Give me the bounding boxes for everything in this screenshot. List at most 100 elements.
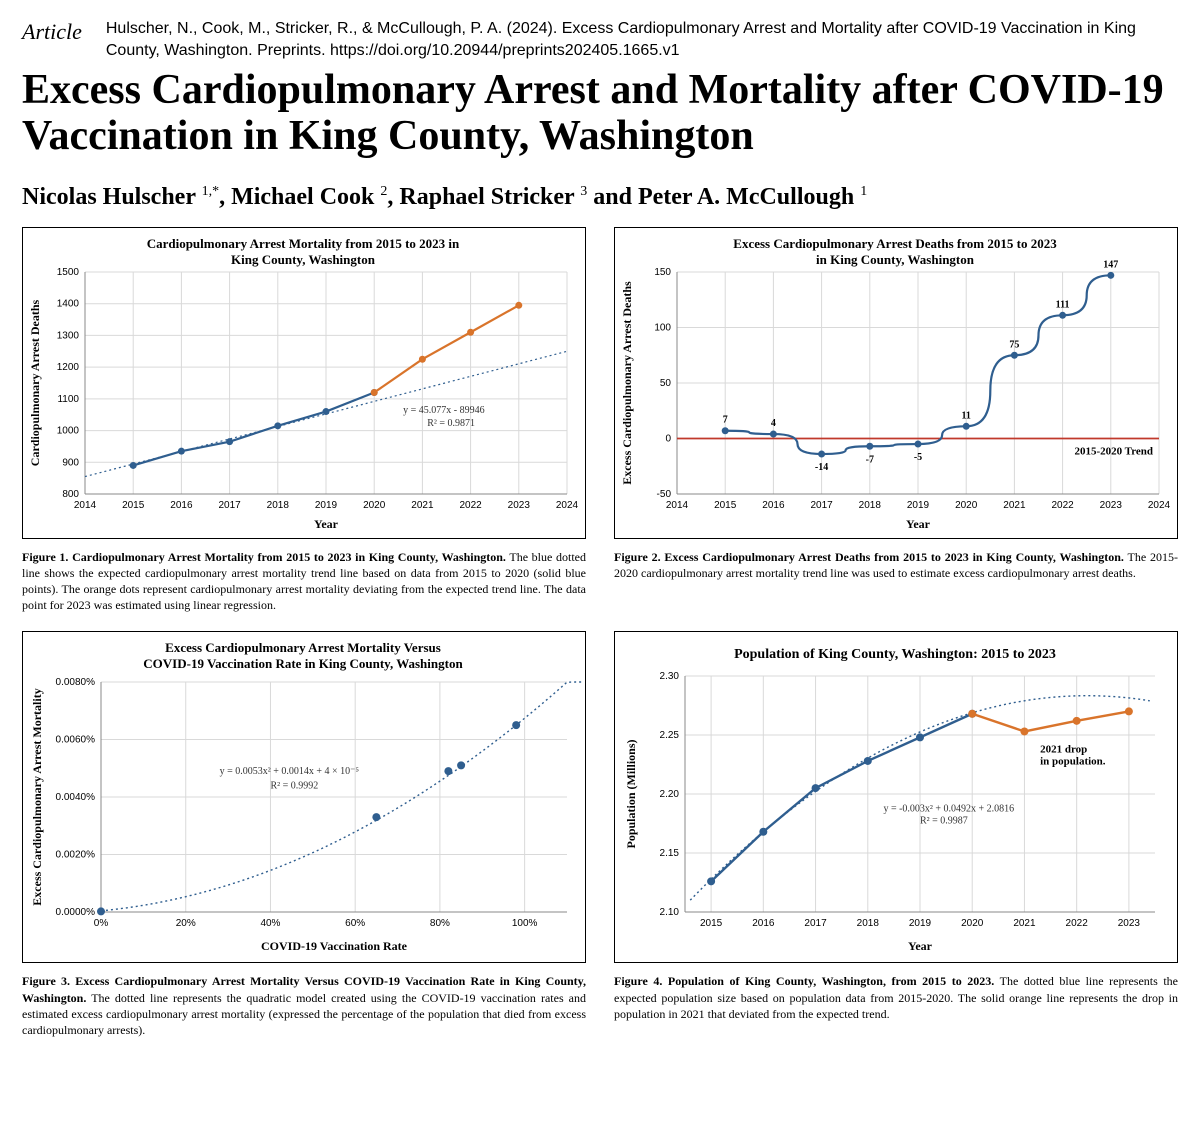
svg-text:-5: -5	[914, 452, 922, 463]
svg-text:COVID-19 Vaccination Rate: COVID-19 Vaccination Rate	[261, 939, 408, 953]
svg-text:-50: -50	[657, 489, 672, 500]
svg-text:2024: 2024	[556, 500, 579, 511]
svg-text:1300: 1300	[57, 330, 80, 341]
svg-text:2015: 2015	[700, 918, 723, 929]
svg-text:2.10: 2.10	[660, 907, 680, 918]
svg-text:2024: 2024	[1148, 500, 1171, 511]
svg-text:Population (Millions): Population (Millions)	[624, 740, 638, 849]
svg-text:900: 900	[62, 457, 79, 468]
svg-text:1400: 1400	[57, 298, 80, 309]
svg-text:2023: 2023	[508, 500, 531, 511]
svg-text:Year: Year	[906, 517, 931, 531]
svg-text:0.0000%: 0.0000%	[56, 907, 96, 918]
svg-text:R² = 0.9987: R² = 0.9987	[920, 816, 968, 827]
svg-text:4: 4	[771, 418, 776, 429]
svg-text:2017: 2017	[810, 500, 833, 511]
svg-text:1500: 1500	[57, 267, 80, 278]
svg-text:11: 11	[961, 410, 970, 421]
svg-text:800: 800	[62, 489, 79, 500]
svg-text:Excess Cardiopulmonary Arrest: Excess Cardiopulmonary Arrest Mortality …	[165, 640, 441, 655]
svg-text:2020: 2020	[961, 918, 984, 929]
svg-text:2023: 2023	[1100, 500, 1123, 511]
svg-text:111: 111	[1056, 299, 1070, 310]
figure-1-panel: Cardiopulmonary Arrest Mortality from 20…	[22, 227, 586, 614]
svg-text:75: 75	[1009, 339, 1019, 350]
svg-text:in population.: in population.	[1040, 756, 1106, 768]
svg-text:2022: 2022	[1051, 500, 1074, 511]
svg-text:100: 100	[654, 322, 671, 333]
svg-text:0.0060%: 0.0060%	[56, 735, 96, 746]
svg-text:-7: -7	[866, 454, 874, 465]
svg-text:2021: 2021	[1013, 918, 1036, 929]
figure-2-panel: Excess Cardiopulmonary Arrest Deaths fro…	[614, 227, 1178, 614]
svg-text:2021: 2021	[1003, 500, 1026, 511]
svg-text:1100: 1100	[57, 393, 79, 404]
svg-text:40%: 40%	[260, 918, 280, 929]
svg-text:80%: 80%	[430, 918, 450, 929]
svg-text:Excess Cardiopulmonary Arrest: Excess Cardiopulmonary Arrest Mortality	[30, 689, 44, 906]
svg-text:y = -0.003x² + 0.0492x + 2.081: y = -0.003x² + 0.0492x + 2.0816	[883, 804, 1014, 815]
svg-text:0%: 0%	[94, 918, 109, 929]
svg-text:2015-2020 Trend: 2015-2020 Trend	[1074, 445, 1153, 457]
svg-text:50: 50	[660, 378, 672, 389]
citation-text: Hulscher, N., Cook, M., Stricker, R., & …	[106, 18, 1178, 61]
figure-2-caption: Figure 2. Excess Cardiopulmonary Arrest …	[614, 549, 1178, 581]
figure-3-chart: Excess Cardiopulmonary Arrest Mortality …	[23, 632, 583, 962]
svg-text:1000: 1000	[57, 425, 80, 436]
figure-grid: Cardiopulmonary Arrest Mortality from 20…	[22, 227, 1178, 1039]
svg-text:20%: 20%	[176, 918, 196, 929]
svg-text:y = 0.0053x² + 0.0014x + 4 × 1: y = 0.0053x² + 0.0014x + 4 × 10⁻⁵	[220, 766, 359, 777]
header-row: Article Hulscher, N., Cook, M., Stricker…	[22, 18, 1178, 61]
figure-3-panel: Excess Cardiopulmonary Arrest Mortality …	[22, 631, 586, 1038]
svg-text:-14: -14	[815, 462, 828, 473]
svg-text:2015: 2015	[714, 500, 737, 511]
svg-text:147: 147	[1103, 259, 1118, 270]
svg-text:2019: 2019	[907, 500, 930, 511]
svg-text:2014: 2014	[666, 500, 689, 511]
svg-text:1200: 1200	[57, 362, 80, 373]
svg-text:Excess Cardiopulmonary Arrest: Excess Cardiopulmonary Arrest Deaths fro…	[733, 236, 1057, 251]
svg-text:150: 150	[654, 267, 671, 278]
svg-text:0.0020%: 0.0020%	[56, 850, 96, 861]
svg-text:7: 7	[723, 414, 728, 425]
svg-text:2021: 2021	[411, 500, 434, 511]
svg-text:Year: Year	[314, 517, 339, 531]
svg-text:R² = 0.9992: R² = 0.9992	[270, 781, 318, 792]
svg-text:Population of King County, Was: Population of King County, Washington: 2…	[734, 647, 1056, 662]
svg-text:R² = 0.9871: R² = 0.9871	[427, 417, 475, 428]
svg-text:2019: 2019	[315, 500, 338, 511]
svg-text:2015: 2015	[122, 500, 145, 511]
svg-text:COVID-19 Vaccination Rate in K: COVID-19 Vaccination Rate in King County…	[143, 656, 463, 671]
svg-text:60%: 60%	[345, 918, 365, 929]
page-title: Excess Cardiopulmonary Arrest and Mortal…	[22, 67, 1178, 159]
figure-4-panel: Population of King County, Washington: 2…	[614, 631, 1178, 1038]
figure-1-caption: Figure 1. Cardiopulmonary Arrest Mortali…	[22, 549, 586, 614]
svg-text:Cardiopulmonary Arrest Mortali: Cardiopulmonary Arrest Mortality from 20…	[147, 236, 460, 251]
svg-text:2017: 2017	[218, 500, 241, 511]
article-label: Article	[22, 18, 82, 47]
svg-text:2022: 2022	[459, 500, 482, 511]
svg-text:2.15: 2.15	[660, 848, 680, 859]
svg-text:2017: 2017	[804, 918, 827, 929]
svg-text:2020: 2020	[363, 500, 386, 511]
svg-text:2016: 2016	[170, 500, 193, 511]
figure-2-chart: Excess Cardiopulmonary Arrest Deaths fro…	[615, 228, 1175, 538]
svg-text:2016: 2016	[752, 918, 775, 929]
svg-text:0.0080%: 0.0080%	[56, 677, 96, 688]
svg-text:0: 0	[665, 433, 671, 444]
svg-text:Cardiopulmonary Arrest Deaths: Cardiopulmonary Arrest Deaths	[28, 299, 42, 466]
svg-text:King County, Washington: King County, Washington	[231, 252, 376, 267]
svg-text:100%: 100%	[512, 918, 538, 929]
svg-text:y = 45.077x - 89946: y = 45.077x - 89946	[403, 405, 484, 416]
svg-text:2022: 2022	[1066, 918, 1089, 929]
svg-text:2018: 2018	[857, 918, 880, 929]
figure-3-caption: Figure 3. Excess Cardiopulmonary Arrest …	[22, 973, 586, 1038]
svg-text:2.25: 2.25	[660, 730, 680, 741]
svg-text:2018: 2018	[859, 500, 882, 511]
svg-text:2021 drop: 2021 drop	[1040, 744, 1087, 756]
figure-4-chart: Population of King County, Washington: 2…	[615, 632, 1175, 962]
figure-4-caption: Figure 4. Population of King County, Was…	[614, 973, 1178, 1022]
svg-text:2023: 2023	[1118, 918, 1141, 929]
svg-text:2016: 2016	[762, 500, 785, 511]
svg-text:0.0040%: 0.0040%	[56, 792, 96, 803]
